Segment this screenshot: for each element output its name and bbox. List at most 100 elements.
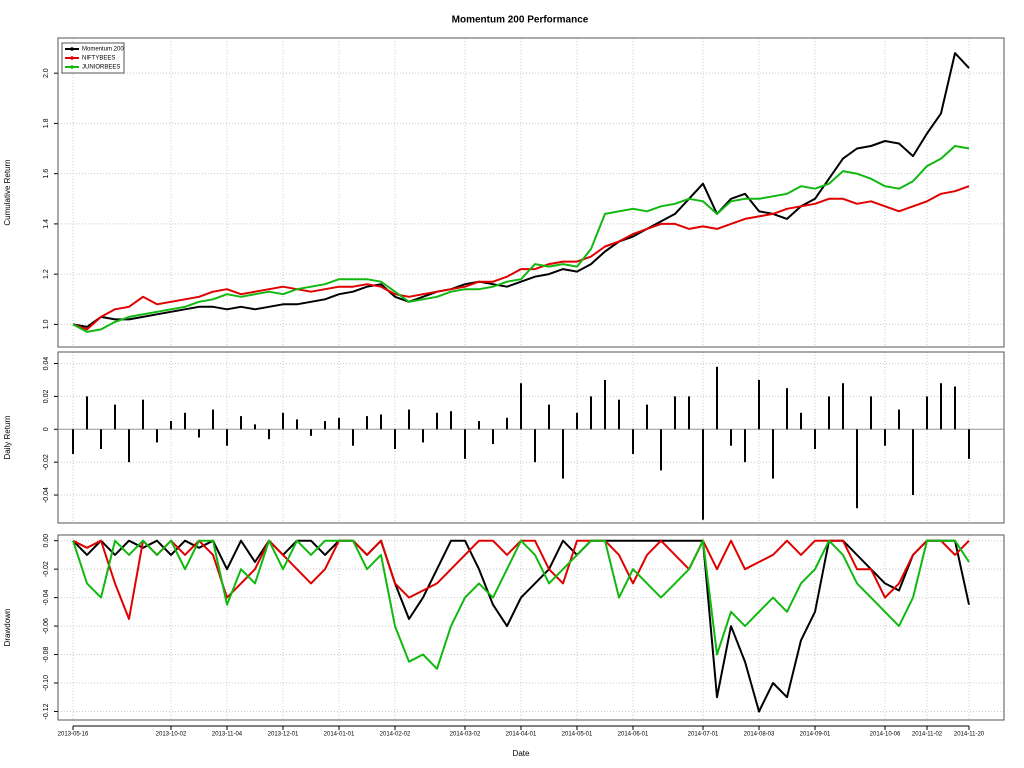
legend-marker xyxy=(70,65,74,69)
bar xyxy=(576,412,578,430)
bar xyxy=(842,383,844,430)
x-tick-label: 2014-08-03 xyxy=(744,732,775,738)
y-axis-label: Cumulative Return xyxy=(3,159,12,225)
bar xyxy=(478,421,480,430)
x-tick-label: 2014-06-01 xyxy=(618,732,649,738)
bar xyxy=(968,429,970,459)
y-tick-label: 0.02 xyxy=(43,389,50,403)
bar xyxy=(268,429,270,440)
x-tick-label: 2014-11-20 xyxy=(954,732,985,738)
y-axis-label: Daily Return xyxy=(3,415,12,459)
bar xyxy=(730,429,732,446)
y-axis-label: Drawdown xyxy=(3,609,12,647)
bar xyxy=(198,429,200,438)
bar xyxy=(240,416,242,430)
legend: Momentum 200 NIFTYBEES JUNIORBEES xyxy=(61,42,125,74)
bar xyxy=(128,429,130,463)
y-tick-label: -0.10 xyxy=(43,675,50,691)
y-tick-label: -0.04 xyxy=(43,487,50,503)
bar xyxy=(604,379,606,430)
bar xyxy=(562,429,564,479)
bar xyxy=(926,396,928,430)
x-tick-label: 2014-05-01 xyxy=(562,732,593,738)
bar xyxy=(422,429,424,443)
bar xyxy=(744,429,746,463)
x-tick-label: 2013-10-02 xyxy=(156,732,187,738)
bar xyxy=(674,396,676,430)
bar xyxy=(72,429,74,454)
bar xyxy=(800,412,802,430)
bar xyxy=(506,417,508,430)
x-tick-label: 2014-04-01 xyxy=(506,732,537,738)
y-tick-label: 1.4 xyxy=(43,219,50,229)
plot-frame xyxy=(57,37,1005,348)
bar xyxy=(912,429,914,496)
x-tick-label: 2014-10-06 xyxy=(870,732,901,738)
bar xyxy=(870,396,872,430)
bar xyxy=(212,409,214,430)
x-tick-label: 2013-12-01 xyxy=(268,732,299,738)
bar xyxy=(660,429,662,471)
bar xyxy=(940,383,942,430)
bar xyxy=(520,383,522,430)
y-tick-label: 0 xyxy=(43,427,50,431)
bar xyxy=(898,409,900,430)
bar xyxy=(534,429,536,463)
bar xyxy=(828,396,830,430)
y-tick-label: 1.8 xyxy=(43,118,50,128)
bar xyxy=(394,429,396,450)
legend-marker xyxy=(70,56,74,60)
legend-label: JUNIORBEES xyxy=(82,65,120,71)
bar xyxy=(100,429,102,450)
bar xyxy=(590,396,592,430)
x-tick-label: 2014-02-02 xyxy=(380,732,411,738)
bar xyxy=(184,412,186,430)
bar xyxy=(352,429,354,446)
y-tick-label: 1.0 xyxy=(43,319,50,329)
series-line xyxy=(72,539,970,670)
bar xyxy=(450,411,452,430)
series-line xyxy=(72,539,970,713)
x-axis-label: Date xyxy=(513,749,530,758)
legend-marker xyxy=(70,47,74,51)
x-tick-label: 2014-09-01 xyxy=(800,732,831,738)
x-tick-label: 2013-11-04 xyxy=(212,732,243,738)
series-line xyxy=(72,185,970,331)
legend-label: NIFTYBEES xyxy=(82,56,115,62)
series-line xyxy=(72,145,970,333)
x-tick-label: 2014-07-01 xyxy=(688,732,719,738)
bar xyxy=(156,429,158,443)
bar xyxy=(310,429,312,436)
y-tick-label: -0.02 xyxy=(43,454,50,470)
bar xyxy=(548,404,550,430)
bar xyxy=(772,429,774,479)
bar xyxy=(688,396,690,430)
bar xyxy=(786,388,788,430)
plot-frame xyxy=(57,534,1005,721)
bar xyxy=(464,429,466,459)
bar xyxy=(884,429,886,446)
x-tick-label: 2014-11-02 xyxy=(912,732,943,738)
bar xyxy=(954,386,956,430)
y-tick-label: 1.6 xyxy=(43,169,50,179)
bar xyxy=(758,379,760,430)
bar xyxy=(436,412,438,430)
y-tick-label: 0.04 xyxy=(43,357,50,371)
y-tick-label: -0.04 xyxy=(43,590,50,606)
series-line xyxy=(72,52,970,328)
y-tick-label: 1.2 xyxy=(43,269,50,279)
chart-title: Momentum 200 Performance xyxy=(452,15,589,26)
bar xyxy=(716,366,718,430)
bar xyxy=(366,416,368,430)
plot-frame xyxy=(57,351,1005,524)
bar xyxy=(492,429,494,445)
bar xyxy=(254,424,256,430)
bar xyxy=(296,419,298,430)
legend-label: Momentum 200 xyxy=(82,47,124,53)
bar xyxy=(702,429,704,520)
x-tick-label: 2014-03-02 xyxy=(450,732,481,738)
bar xyxy=(170,421,172,430)
bar xyxy=(380,414,382,430)
